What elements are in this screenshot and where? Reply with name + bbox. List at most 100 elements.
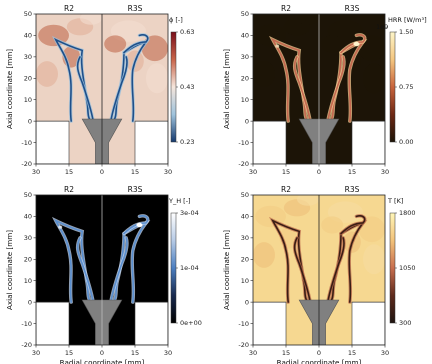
y-tick-label: 40 [24, 32, 32, 40]
flame-front [340, 34, 366, 54]
colorbar-label: T [K] [387, 197, 403, 205]
y-tick-label: 50 [241, 191, 249, 199]
field-phi [36, 14, 168, 164]
colorbar-tick-label: 1050 [399, 264, 416, 272]
colorbar-tick-label: 0.23 [180, 138, 194, 146]
x-tick-label: 30 [164, 168, 172, 176]
panel-YH: R2 R3S -20 -10 0 10 20 30 40 50 30 15 0 15 30 Axial coo… [5, 185, 202, 364]
y-tick-label: 50 [24, 191, 32, 199]
wall-right [351, 120, 385, 164]
section-label-right: R3S [128, 185, 143, 194]
field-blob [253, 61, 275, 87]
y-tick-label: 10 [241, 96, 249, 104]
y-tick-label: -10 [238, 320, 249, 328]
wall-right [351, 301, 385, 345]
flame-front [76, 56, 94, 122]
y-tick-label: -10 [21, 320, 32, 328]
x-axis-label: Radial coordinate [mm] [60, 358, 145, 364]
y-tick-label: 40 [24, 213, 32, 221]
colorbar [170, 212, 177, 324]
y-tick-label: 50 [241, 10, 249, 18]
section-label-left: R2 [281, 4, 291, 13]
colorbar [389, 212, 396, 324]
y-tick-label: -20 [21, 341, 32, 349]
section-label-left: R2 [64, 185, 74, 194]
x-axis-label: Radial coordinate [mm] [277, 358, 362, 364]
y-tick-label: 10 [24, 96, 32, 104]
x-tick-label: 15 [65, 168, 73, 176]
x-tick-label: 15 [282, 168, 290, 176]
field-blob [297, 14, 319, 25]
flame-front [123, 215, 149, 235]
y-axis-label: Axial coordinate [mm] [222, 230, 231, 310]
y-tick-label: 20 [24, 255, 32, 263]
flame-front [327, 237, 345, 303]
hotspot [353, 41, 360, 47]
panel-HRR: R2 R3S -20 -10 0 10 20 30 40 50 30 15 0 15 30 Axial coo… [222, 4, 427, 176]
x-tick-label: 15 [282, 349, 290, 357]
section-label-right: R3S [345, 4, 360, 13]
y-tick-label: -10 [238, 139, 249, 147]
colorbar-tick-label: 0.63 [180, 28, 194, 36]
colorbar-tick-label: 0e+00 [180, 319, 202, 327]
y-axis-label: Axial coordinate [mm] [5, 49, 14, 129]
field-blob [363, 244, 385, 275]
panel-phi: R2 R3S -20 -10 0 10 20 30 40 50 30 15 0 15 30 Axial coo… [5, 4, 194, 176]
y-tick-label: -20 [238, 160, 249, 168]
section-label-left: R2 [281, 185, 291, 194]
y-tick-label: 40 [241, 32, 249, 40]
flame-front [327, 56, 345, 122]
field-blob [253, 242, 275, 268]
colorbar-tick-label: 1800 [399, 209, 416, 217]
flame-front [110, 56, 128, 122]
y-tick-label: 30 [241, 234, 249, 242]
x-tick-label: 30 [164, 349, 172, 357]
field-blob [363, 63, 385, 94]
section-label-right: R3S [128, 4, 143, 13]
field-blob [358, 35, 385, 62]
y-tick-label: 0 [245, 117, 249, 125]
y-tick-label: 50 [24, 10, 32, 18]
colorbar-label: HRR [W/m³] [388, 16, 427, 24]
colorbar-tick-label: 3e-04 [180, 209, 199, 217]
y-tick-label: 30 [241, 53, 249, 61]
field-blob [141, 216, 168, 243]
field-blob [141, 35, 168, 62]
field-HRR [253, 14, 385, 164]
x-tick-label: 15 [131, 168, 139, 176]
field-T [253, 195, 385, 345]
x-tick-label: 0 [100, 349, 104, 357]
x-tick-label: 15 [131, 349, 139, 357]
wall-right [134, 301, 168, 345]
x-tick-label: 30 [249, 168, 257, 176]
x-tick-label: 15 [348, 168, 356, 176]
y-tick-label: 10 [24, 277, 32, 285]
field-blob [321, 216, 344, 234]
hotspot [275, 44, 280, 48]
x-tick-label: 30 [381, 168, 389, 176]
y-axis-label: Axial coordinate [mm] [5, 230, 14, 310]
field-blob [104, 35, 127, 53]
y-tick-label: 0 [245, 298, 249, 306]
field-blob [358, 216, 385, 243]
field-blob [297, 195, 319, 206]
x-tick-label: 30 [32, 168, 40, 176]
colorbar-tick-label: 0.43 [180, 83, 194, 91]
colorbar-tick-label: 0.75 [399, 83, 413, 91]
y-tick-label: -20 [21, 160, 32, 168]
x-tick-label: 30 [32, 349, 40, 357]
field-blob [146, 244, 168, 275]
x-tick-label: 30 [381, 349, 389, 357]
flame-front [76, 237, 94, 303]
y-tick-label: 0 [28, 298, 32, 306]
section-label-right: R3S [345, 185, 360, 194]
wall-right [134, 120, 168, 164]
x-tick-label: 15 [65, 349, 73, 357]
y-tick-label: 30 [24, 53, 32, 61]
flame-front [123, 34, 149, 54]
y-tick-label: -10 [21, 139, 32, 147]
field-blob [80, 14, 102, 25]
field-blob [80, 195, 102, 206]
wall-left [253, 120, 287, 164]
